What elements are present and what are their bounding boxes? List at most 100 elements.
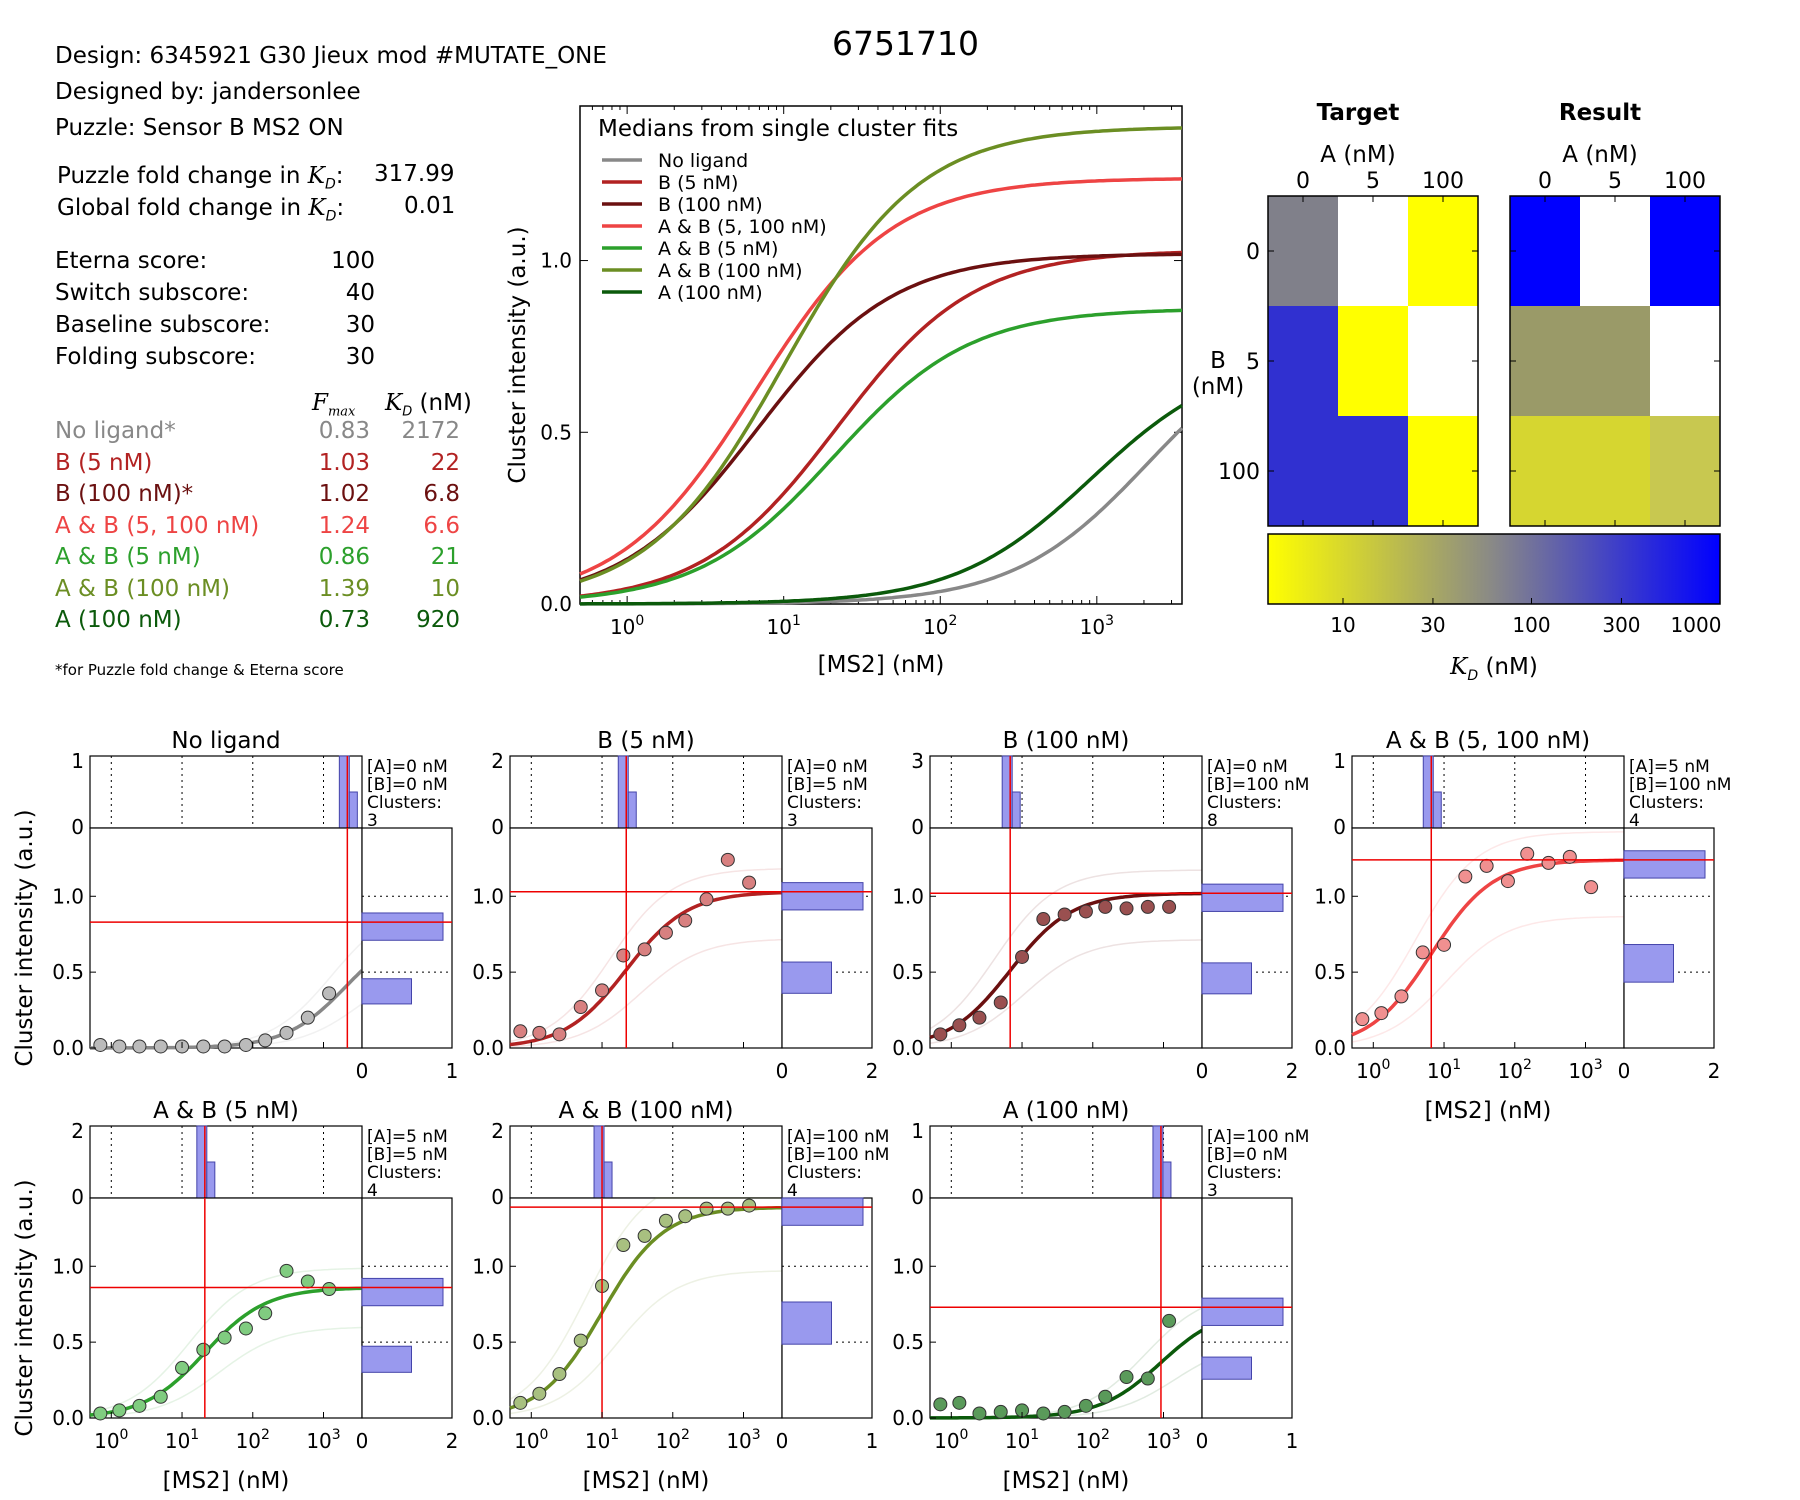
cluster-fit-line: [509, 938, 783, 1048]
hist-x-tick-label: 1: [446, 1059, 459, 1083]
fmax-value: 1.24: [318, 512, 370, 539]
heatmap-cell: [1268, 416, 1338, 526]
data-point: [238, 1037, 253, 1052]
fit-table-row: A & B (5 nM) 0.86 21: [55, 544, 460, 570]
y-tick-label: 0.5: [52, 960, 84, 984]
data-point: [1036, 912, 1051, 927]
colorbar-tick-label: 30: [1420, 613, 1445, 637]
hist-x-tick-label: 1: [1286, 1429, 1299, 1453]
data-point: [1078, 1398, 1093, 1413]
heatmap-cell: [1408, 196, 1478, 306]
y-tick-label: 0.5: [472, 1330, 504, 1354]
heatmap-x-tick-label: 5: [1366, 169, 1380, 194]
cluster-fit-line: [509, 1270, 783, 1415]
hist-y-tick-label: 0: [911, 1185, 924, 1209]
fmax-histogram-frame: [361, 1197, 453, 1419]
legend-entry: A (100 nM): [658, 282, 763, 304]
series-line: [579, 308, 1183, 599]
condition-label: A (100 nM): [55, 607, 182, 633]
y-tick-label: 0.0: [472, 1406, 504, 1430]
y-tick-label: 0.0: [52, 1036, 84, 1060]
kd-histogram-bar: [1011, 791, 1021, 829]
x-tick-label: 102: [1076, 1427, 1110, 1453]
cluster-fit-line: [1351, 831, 1624, 1025]
score-value: 30: [345, 344, 375, 370]
y-tick-label: 1.0: [892, 1254, 924, 1278]
legend-entry: A & B (100 nM): [658, 260, 803, 282]
score-value: 40: [345, 280, 375, 306]
panel-clusters-label: Clusters:: [1207, 793, 1282, 813]
data-point: [322, 1282, 337, 1297]
cluster-panel: 1 0 A & B (5, 100 nM) [A]=5 nM[B]=100 nMClu…: [1314, 728, 1731, 1124]
data-point: [699, 1201, 714, 1216]
footnote: *for Puzzle fold change & Eterna score: [55, 661, 344, 679]
hist-x-tick-label: 2: [866, 1059, 879, 1083]
heatmap-cell: [1408, 416, 1478, 526]
data-point: [573, 1000, 588, 1015]
panel-b-conc: [B]=0 nM: [1207, 1145, 1288, 1165]
fmax-histogram-bar: [361, 912, 444, 941]
cluster-fit-line: [929, 869, 1203, 1030]
series-line: [579, 250, 1183, 598]
fmax-histogram-bar: [1623, 944, 1674, 983]
legend-title: Medians from single cluster fits: [598, 116, 958, 142]
x-tick-label: 103: [1146, 1427, 1180, 1453]
hist-y-tick-label: 0: [1333, 815, 1346, 839]
data-point: [258, 1306, 273, 1321]
panel-clusters-count: 4: [787, 1181, 798, 1201]
x-axis-label: [MS2] (nM): [1003, 1468, 1130, 1494]
series-line: [579, 177, 1183, 576]
kd-value: 10: [430, 575, 460, 602]
x-tick-label: 103: [306, 1427, 340, 1453]
panel-b-conc: [B]=100 nM: [787, 1145, 889, 1165]
data-point: [112, 1403, 127, 1418]
data-point: [1119, 1370, 1134, 1385]
data-point: [1036, 1406, 1051, 1421]
score-label: Baseline subscore:: [55, 312, 271, 338]
data-point: [1541, 855, 1556, 870]
hist-x-tick-label: 0: [1196, 1429, 1209, 1453]
data-point: [720, 1201, 735, 1216]
panel-b-conc: [B]=100 nM: [1207, 775, 1309, 795]
x-axis-label: [MS2] (nM): [1425, 1098, 1552, 1124]
panel-title: A & B (100 nM): [559, 1098, 734, 1124]
heatmap-cell: [1650, 416, 1720, 526]
data-point: [513, 1395, 528, 1410]
fmax-value: 0.83: [318, 418, 370, 444]
colorbar-tick-label: 300: [1602, 613, 1640, 637]
kd-histogram-frame: [89, 755, 363, 829]
y-tick-label: 0.0: [52, 1406, 84, 1430]
cluster-fit-line: [509, 1197, 782, 1400]
score-label: Folding subscore:: [55, 344, 257, 370]
heatmap-cell: [1650, 306, 1720, 416]
data-point: [552, 1367, 567, 1381]
heatmap-y-tick-label: 5: [1246, 350, 1260, 375]
heatmap-cell: [1338, 416, 1408, 526]
heatmap-x-tick-label: 0: [1538, 169, 1552, 194]
panel-clusters-count: 4: [367, 1181, 378, 1201]
y-tick-label: 1.0: [892, 884, 924, 908]
y-tick-label: 0.5: [892, 1330, 924, 1354]
panel-b-conc: [B]=100 nM: [1629, 775, 1731, 795]
fit-table-row: No ligand* 0.83 2172: [55, 418, 460, 444]
y-tick-label: 1.0: [472, 1254, 504, 1278]
x-tick-label: 101: [165, 1427, 199, 1453]
condition-label: A & B (5, 100 nM): [55, 512, 260, 539]
data-point: [616, 1238, 631, 1253]
designer-info: Designed by: jandersonlee: [55, 79, 361, 105]
hist-x-tick-label: 0: [776, 1429, 789, 1453]
data-point: [1584, 880, 1599, 895]
y-tick-label: 0.5: [472, 960, 504, 984]
condition-label: B (5 nM): [55, 449, 153, 476]
panel-title: A & B (5 nM): [153, 1098, 299, 1124]
heatmap-cell: [1580, 416, 1650, 526]
y-tick-label: 1.0: [52, 884, 84, 908]
panel-title: A (100 nM): [1003, 1098, 1130, 1124]
x-tick-label: 100: [610, 613, 644, 639]
fmax-histogram-bar: [361, 1277, 444, 1307]
data-point: [933, 1027, 948, 1042]
legend-entry: A & B (5 nM): [658, 238, 778, 260]
data-point: [532, 1386, 547, 1401]
data-point: [699, 892, 714, 907]
